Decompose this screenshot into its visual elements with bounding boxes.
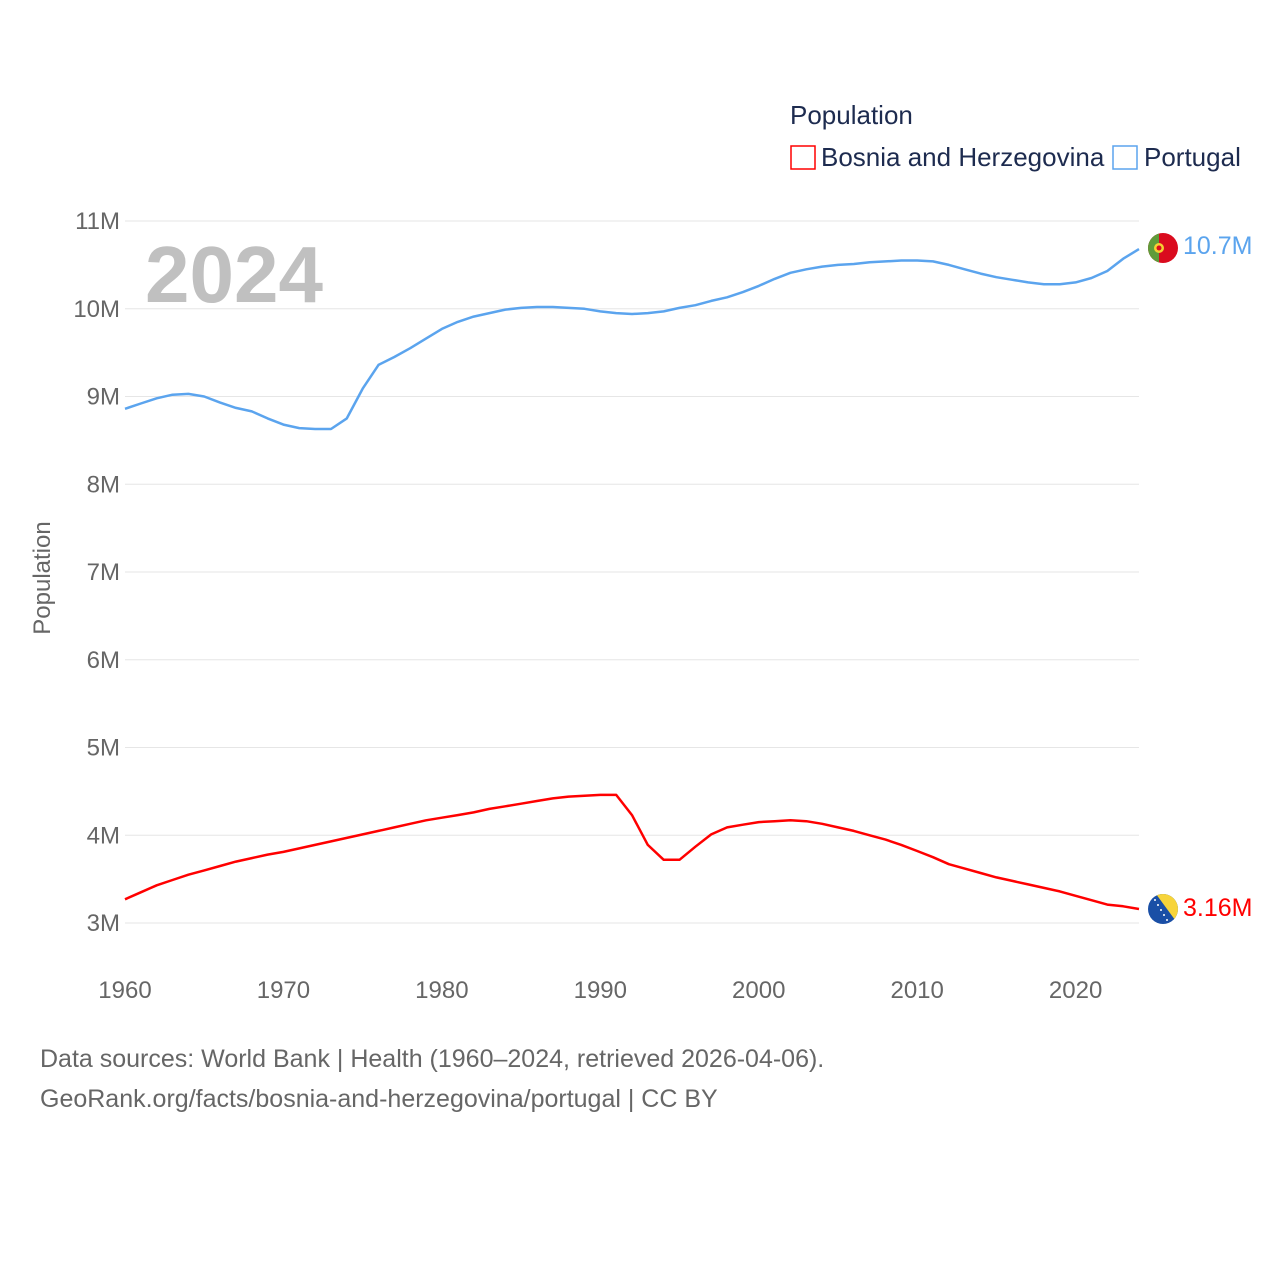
x-tick-label: 1980 [415,977,468,1004]
x-tick-label: 2010 [890,977,943,1004]
y-tick-label: 8M [87,471,120,498]
x-tick-label: 1990 [574,977,627,1004]
bosnia-flag-icon [1148,894,1178,924]
y-tick-label: 6M [87,647,120,674]
legend-swatch-bosnia [790,145,816,170]
series-line-portugal [124,248,1140,431]
gridlines [125,220,1139,924]
series-lines [124,248,1140,911]
legend-item-bosnia[interactable]: Bosnia and Herzegovina [790,142,1105,172]
year-label: 2024 [145,230,323,319]
portugal-flag-icon [1148,233,1178,263]
series-line-bosnia [124,793,1140,911]
x-tick-label: 1970 [257,977,310,1004]
y-tick-label: 9M [87,384,120,411]
y-axis-ticks: 3M 4M 5M 6M 7M 8M 9M 10M 11M [73,208,120,937]
x-tick-label: 1960 [98,977,151,1004]
y-tick-label: 3M [87,910,120,937]
portugal-end-label: 10.7M [1183,232,1252,260]
x-tick-label: 2020 [1049,977,1102,1004]
legend-label-portugal: Portugal [1144,142,1241,172]
y-axis-title: Population [29,521,56,634]
x-tick-label: 2000 [732,977,785,1004]
legend-title: Population [790,100,913,130]
legend-label-bosnia: Bosnia and Herzegovina [821,142,1105,172]
y-tick-label: 10M [73,296,120,323]
legend-swatch-portugal [1112,145,1138,170]
legend-item-portugal[interactable]: Portugal [1112,142,1241,172]
x-axis-ticks: 1960 1970 1980 1990 2000 2010 2020 [98,977,1102,1004]
y-tick-label: 11M [75,208,120,235]
y-tick-label: 7M [87,559,120,586]
y-tick-label: 4M [87,822,120,849]
bosnia-end-label: 3.16M [1183,894,1252,922]
y-tick-label: 5M [87,735,120,762]
data-source-note: Data sources: World Bank | Health (1960–… [40,1045,825,1073]
source-url[interactable]: GeoRank.org/facts/bosnia-and-herzegovina… [40,1085,718,1113]
